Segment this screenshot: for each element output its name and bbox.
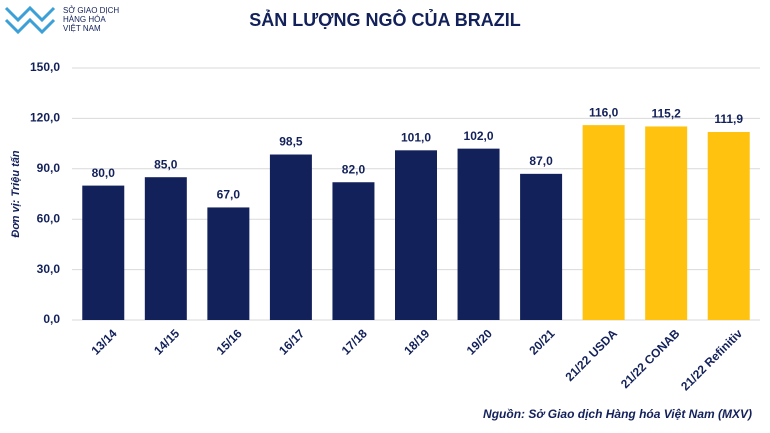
bar <box>207 207 250 320</box>
y-tick-label: 150,0 <box>30 60 60 74</box>
bar <box>707 132 750 320</box>
data-label: 116,0 <box>589 105 619 119</box>
data-label: 67,0 <box>217 188 241 202</box>
data-label: 85,0 <box>154 157 178 171</box>
bar <box>582 125 625 321</box>
y-tick-label: 30,0 <box>37 262 61 276</box>
bar <box>395 150 437 320</box>
data-label: 111,9 <box>714 112 743 126</box>
bar <box>332 182 375 320</box>
logo-text: VIỆT NAM <box>63 24 101 33</box>
bar <box>457 148 500 320</box>
bar <box>520 173 563 320</box>
data-label: 87,0 <box>529 154 553 168</box>
data-label: 80,0 <box>92 166 116 180</box>
y-tick-label: 120,0 <box>30 111 60 125</box>
logo-mark <box>4 5 56 35</box>
data-label: 102,0 <box>464 129 494 143</box>
data-label: 101,0 <box>401 130 431 144</box>
y-tick-label: 0,0 <box>43 312 60 326</box>
y-tick-label: 90,0 <box>37 161 61 175</box>
bar <box>144 177 187 320</box>
bar <box>645 126 688 321</box>
bar <box>269 154 312 320</box>
y-axis-label: Đơn vị: Triệu tấn <box>10 150 22 238</box>
data-label: 115,2 <box>651 107 681 121</box>
chart-title: SẢN LƯỢNG NGÔ CỦA BRAZIL <box>249 9 521 30</box>
logo-text: HÀNG HÓA <box>63 15 106 24</box>
logo: SỞ GIAO DỊCH HÀNG HÓA VIỆT NAM <box>4 5 119 35</box>
y-tick-label: 60,0 <box>37 211 61 225</box>
bar <box>82 185 125 320</box>
source-note: Nguồn: Sở Giao dịch Hàng hóa Việt Nam (M… <box>483 407 752 421</box>
data-label: 98,5 <box>279 135 303 149</box>
logo-text: SỞ GIAO DỊCH <box>63 6 119 15</box>
data-label: 82,0 <box>342 162 366 176</box>
